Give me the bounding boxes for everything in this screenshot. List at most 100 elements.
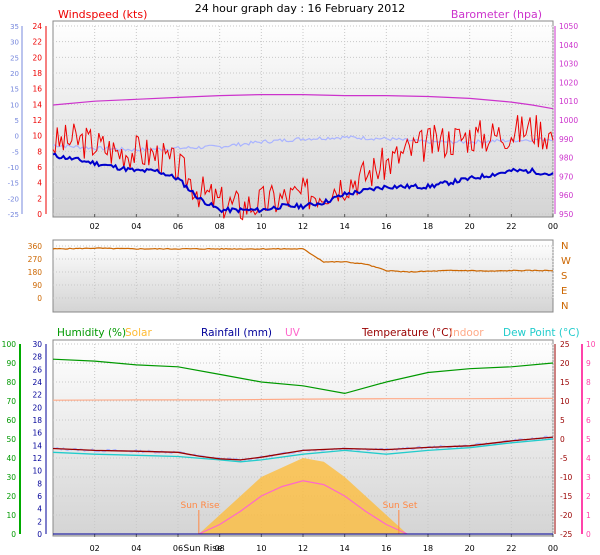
inner-left-tick-label: 10 xyxy=(32,467,42,476)
inner-left-tick-label: 6 xyxy=(37,492,42,501)
x-tick-label: 16 xyxy=(381,222,391,231)
left-tick-label: 0 xyxy=(37,294,42,303)
inner-left-tick-label: 0 xyxy=(37,210,42,219)
inner-right-tick-label: -5 xyxy=(560,454,568,463)
inner-left-tick-label: 26 xyxy=(32,365,42,374)
right-tick-label: 950 xyxy=(559,210,574,219)
inner-left-tick-label: 16 xyxy=(32,429,42,438)
outer-left-tick-label: 60 xyxy=(6,416,16,425)
inner-left-tick-label: 12 xyxy=(32,454,42,463)
average-wind-series-line xyxy=(52,152,554,215)
right-tick-label: 980 xyxy=(559,154,574,163)
inner-left-tick-label: 2 xyxy=(37,517,42,526)
x-tick-label: 18 xyxy=(423,222,433,231)
inner-left-tick-label: 8 xyxy=(37,479,42,488)
inner-left-tick-label: 22 xyxy=(32,38,42,47)
chart-title: 24 hour graph day : 16 February 2012 xyxy=(195,2,406,15)
barometer-series-line xyxy=(52,94,554,110)
x-tick-label: 08 xyxy=(215,222,225,231)
windspeed-series-line xyxy=(52,115,554,221)
compass-tick-label: W xyxy=(561,256,571,267)
inner-left-tick-label: 6 xyxy=(37,163,42,172)
inner-right-tick-label: -10 xyxy=(560,473,572,482)
x-tick-label: 04 xyxy=(131,544,141,553)
wind-panel-grid: 35302520151050-5-10-15-20-25242220181614… xyxy=(8,22,579,231)
x-tick-label: 00 xyxy=(548,544,558,553)
compass-tick-label: N xyxy=(561,241,568,252)
humidity-series-line xyxy=(52,358,554,395)
solar-label: Solar xyxy=(125,327,152,339)
x-tick-label: 14 xyxy=(340,222,350,231)
x-tick-label: 20 xyxy=(465,222,475,231)
inner-right-tick-label: 5 xyxy=(560,416,565,425)
x-tick-label: 02 xyxy=(90,222,100,231)
outer-right-tick-label: 2 xyxy=(586,492,591,501)
outer-left-tick-label: 40 xyxy=(6,454,16,463)
x-tick-label: 14 xyxy=(340,544,350,553)
inner-left-tick-label: 28 xyxy=(32,353,42,362)
inner-left-tick-label: 4 xyxy=(37,505,42,514)
right-tick-label: 1040 xyxy=(559,41,578,50)
right-tick-label: 1010 xyxy=(559,97,578,106)
outer-left-tick-label: 20 xyxy=(10,70,19,78)
temperature-series-line xyxy=(52,436,554,461)
outer-right-tick-label: 4 xyxy=(586,454,591,463)
temperature-series-line xyxy=(52,135,554,152)
rainfall-label: Rainfall (mm) xyxy=(201,327,272,339)
outer-left-tick-label: 80 xyxy=(6,378,16,387)
inner-right-tick-label: 10 xyxy=(560,397,570,406)
compass-tick-label: E xyxy=(561,286,567,297)
sun-set-marker-label: Sun Set xyxy=(383,501,418,511)
left-tick-label: 360 xyxy=(28,242,43,251)
outer-left-tick-label: 5 xyxy=(15,117,19,125)
sun-rise-axis-label: Sun Rise xyxy=(184,544,223,554)
x-tick-label: 22 xyxy=(506,222,516,231)
inner-left-tick-label: 14 xyxy=(32,100,42,109)
right-tick-label: 970 xyxy=(559,172,574,181)
compass-tick-label: S xyxy=(561,271,567,282)
outer-left-tick-label: -5 xyxy=(12,148,19,156)
outer-left-tick-label: 10 xyxy=(10,101,19,109)
outer-left-tick-label: -15 xyxy=(8,180,19,188)
outer-left-tick-label: 0 xyxy=(11,530,16,539)
inner-left-tick-label: 18 xyxy=(32,416,42,425)
inner-left-tick-label: 20 xyxy=(32,403,42,412)
inner-left-tick-label: 18 xyxy=(32,69,42,78)
uv-label: UV xyxy=(285,327,301,339)
outer-left-tick-label: 30 xyxy=(10,39,19,47)
inner-left-tick-label: 10 xyxy=(32,132,42,141)
outer-left-tick-label: 90 xyxy=(6,359,16,368)
dewpoint-series-line xyxy=(52,438,554,463)
outer-right-tick-label: 8 xyxy=(586,378,591,387)
outer-right-tick-label: 10 xyxy=(586,340,596,349)
outer-left-tick-label: 50 xyxy=(6,435,16,444)
x-tick-label: 04 xyxy=(131,222,141,231)
x-tick-label: 22 xyxy=(506,544,516,553)
outer-left-tick-label: -25 xyxy=(8,211,19,219)
left-tick-label: 270 xyxy=(28,255,43,264)
inner-left-tick-label: 14 xyxy=(32,441,42,450)
right-tick-label: 990 xyxy=(559,135,574,144)
inner-right-tick-label: 20 xyxy=(560,359,570,368)
outer-left-tick-label: 30 xyxy=(6,473,16,482)
outer-left-tick-label: 100 xyxy=(2,340,17,349)
inner-left-tick-label: 16 xyxy=(32,85,42,94)
inner-left-tick-label: 22 xyxy=(32,391,42,400)
humidity-label: Humidity (%) xyxy=(57,327,126,339)
wind-panel-series xyxy=(52,94,554,221)
right-tick-label: 1000 xyxy=(559,116,578,125)
x-tick-label: 18 xyxy=(423,544,433,553)
x-tick-label: 12 xyxy=(298,222,308,231)
inner-left-tick-label: 0 xyxy=(37,530,42,539)
x-tick-label: 06 xyxy=(173,222,183,231)
left-tick-label: 180 xyxy=(28,268,43,277)
outer-left-tick-label: 35 xyxy=(10,23,19,31)
inner-right-tick-label: 15 xyxy=(560,378,570,387)
x-tick-label: 00 xyxy=(548,222,558,231)
x-tick-label: 20 xyxy=(465,544,475,553)
inner-left-tick-label: 4 xyxy=(37,179,42,188)
inner-right-tick-label: -15 xyxy=(560,492,572,501)
x-tick-label: 08 xyxy=(215,544,225,553)
